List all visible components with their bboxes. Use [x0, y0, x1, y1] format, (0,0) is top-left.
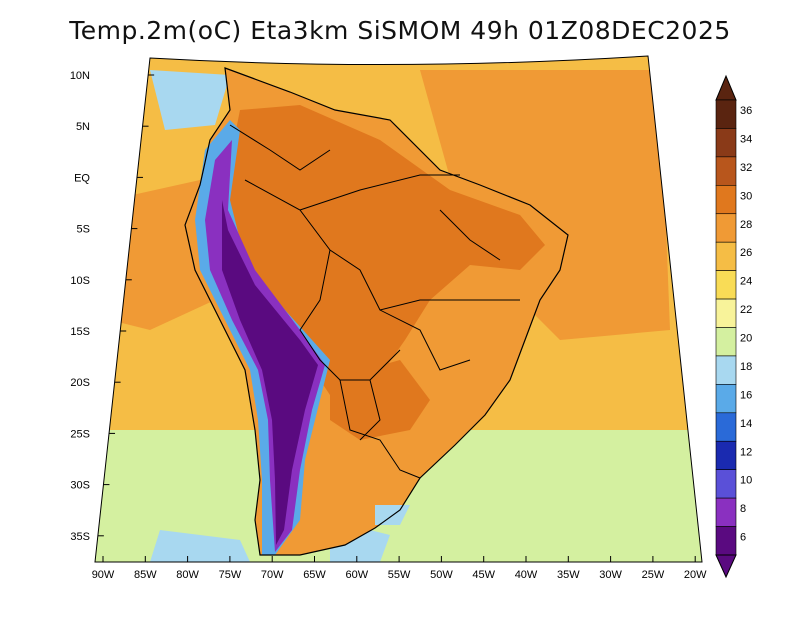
country-borders [184, 67, 569, 556]
lon-label: 45W [472, 569, 495, 581]
temperature-field [95, 56, 702, 562]
colorbar-segment [715, 440, 737, 470]
cold-water-zone [150, 530, 250, 562]
lon-label: 90W [92, 569, 115, 581]
colorbar-segment [715, 497, 737, 527]
lon-label: 40W [515, 569, 538, 581]
colorbar-segment [715, 298, 737, 328]
lat-label: 10N [70, 70, 90, 82]
lon-label: 25W [642, 569, 665, 581]
colorbar-label: 20 [740, 333, 752, 345]
colorbar-label: 26 [740, 247, 752, 259]
lon-label: 80W [176, 569, 199, 581]
lon-label: 65W [303, 569, 326, 581]
colorbar-label: 18 [740, 361, 752, 373]
colorbar-label: 8 [740, 503, 746, 515]
lat-label: 35S [70, 531, 90, 543]
colorbar-segment [715, 327, 737, 357]
colorbar-segment [715, 412, 737, 442]
lon-label: 70W [261, 569, 284, 581]
map-title: Temp.2m(oC) Eta3km SiSMOM 49h 01Z08DEC20… [69, 16, 731, 45]
lat-label: 30S [70, 480, 90, 492]
colorbar-segment [715, 241, 737, 271]
lon-label: 20W [684, 569, 707, 581]
map-frame [94, 55, 703, 563]
colorbar-label: 12 [740, 446, 752, 458]
lon-label: 35W [557, 569, 580, 581]
lon-label: 30W [599, 569, 622, 581]
lat-label: 5N [76, 121, 90, 133]
lon-label: 75W [219, 569, 242, 581]
latitude-axis: 10N 5N EQ 5S 10S 15S 20S 25S 30S 35S [70, 70, 155, 543]
colorbar-label: 30 [740, 190, 752, 202]
lon-label: 55W [388, 569, 411, 581]
colorbar-segment [715, 213, 737, 243]
colorbar-label: 6 [740, 532, 746, 544]
colorbar-label: 16 [740, 389, 752, 401]
colorbar-label: 32 [740, 162, 752, 174]
colorbar-segment [715, 270, 737, 300]
colorbar-segment [715, 185, 737, 215]
lat-label: 5S [77, 224, 90, 236]
colorbar-label: 28 [740, 219, 752, 231]
pacific-cool-zone [95, 450, 260, 562]
longitude-axis: 90W 85W 80W 75W 70W 65W 60W 55W 50W 45W 40W 35W 30W 2… [92, 556, 707, 581]
colorbar-segment [715, 156, 737, 186]
atlantic-warm-zone [420, 70, 670, 340]
andes-coldest-zone [222, 200, 318, 545]
lon-label: 50W [430, 569, 453, 581]
colorbar-label: 14 [740, 418, 752, 430]
colorbar: 36 34 32 30 28 26 24 22 20 18 16 14 12 10 8 6 [715, 74, 752, 579]
colorbar-segment [715, 384, 737, 414]
colorbar-segment [715, 128, 737, 158]
lon-label: 85W [134, 569, 157, 581]
colorbar-label: 36 [740, 105, 752, 117]
colorbar-max-arrow [715, 74, 737, 101]
colorbar-segment [715, 526, 737, 556]
lon-label: 60W [345, 569, 368, 581]
colorbar-label: 22 [740, 304, 752, 316]
lat-label: 25S [70, 428, 90, 440]
lat-label: EQ [74, 172, 90, 184]
caribbean-cool-zone [150, 70, 230, 130]
lat-label: 20S [70, 377, 90, 389]
hot-interior [220, 105, 545, 395]
colorbar-segment [715, 469, 737, 499]
colorbar-label: 10 [740, 475, 752, 487]
colorbar-label: 24 [740, 276, 752, 288]
lat-label: 15S [70, 326, 90, 338]
colorbar-segment [715, 355, 737, 385]
colorbar-label: 34 [740, 133, 752, 145]
lat-label: 10S [70, 275, 90, 287]
colorbar-min-arrow [715, 554, 737, 579]
colorbar-segment [715, 99, 737, 129]
